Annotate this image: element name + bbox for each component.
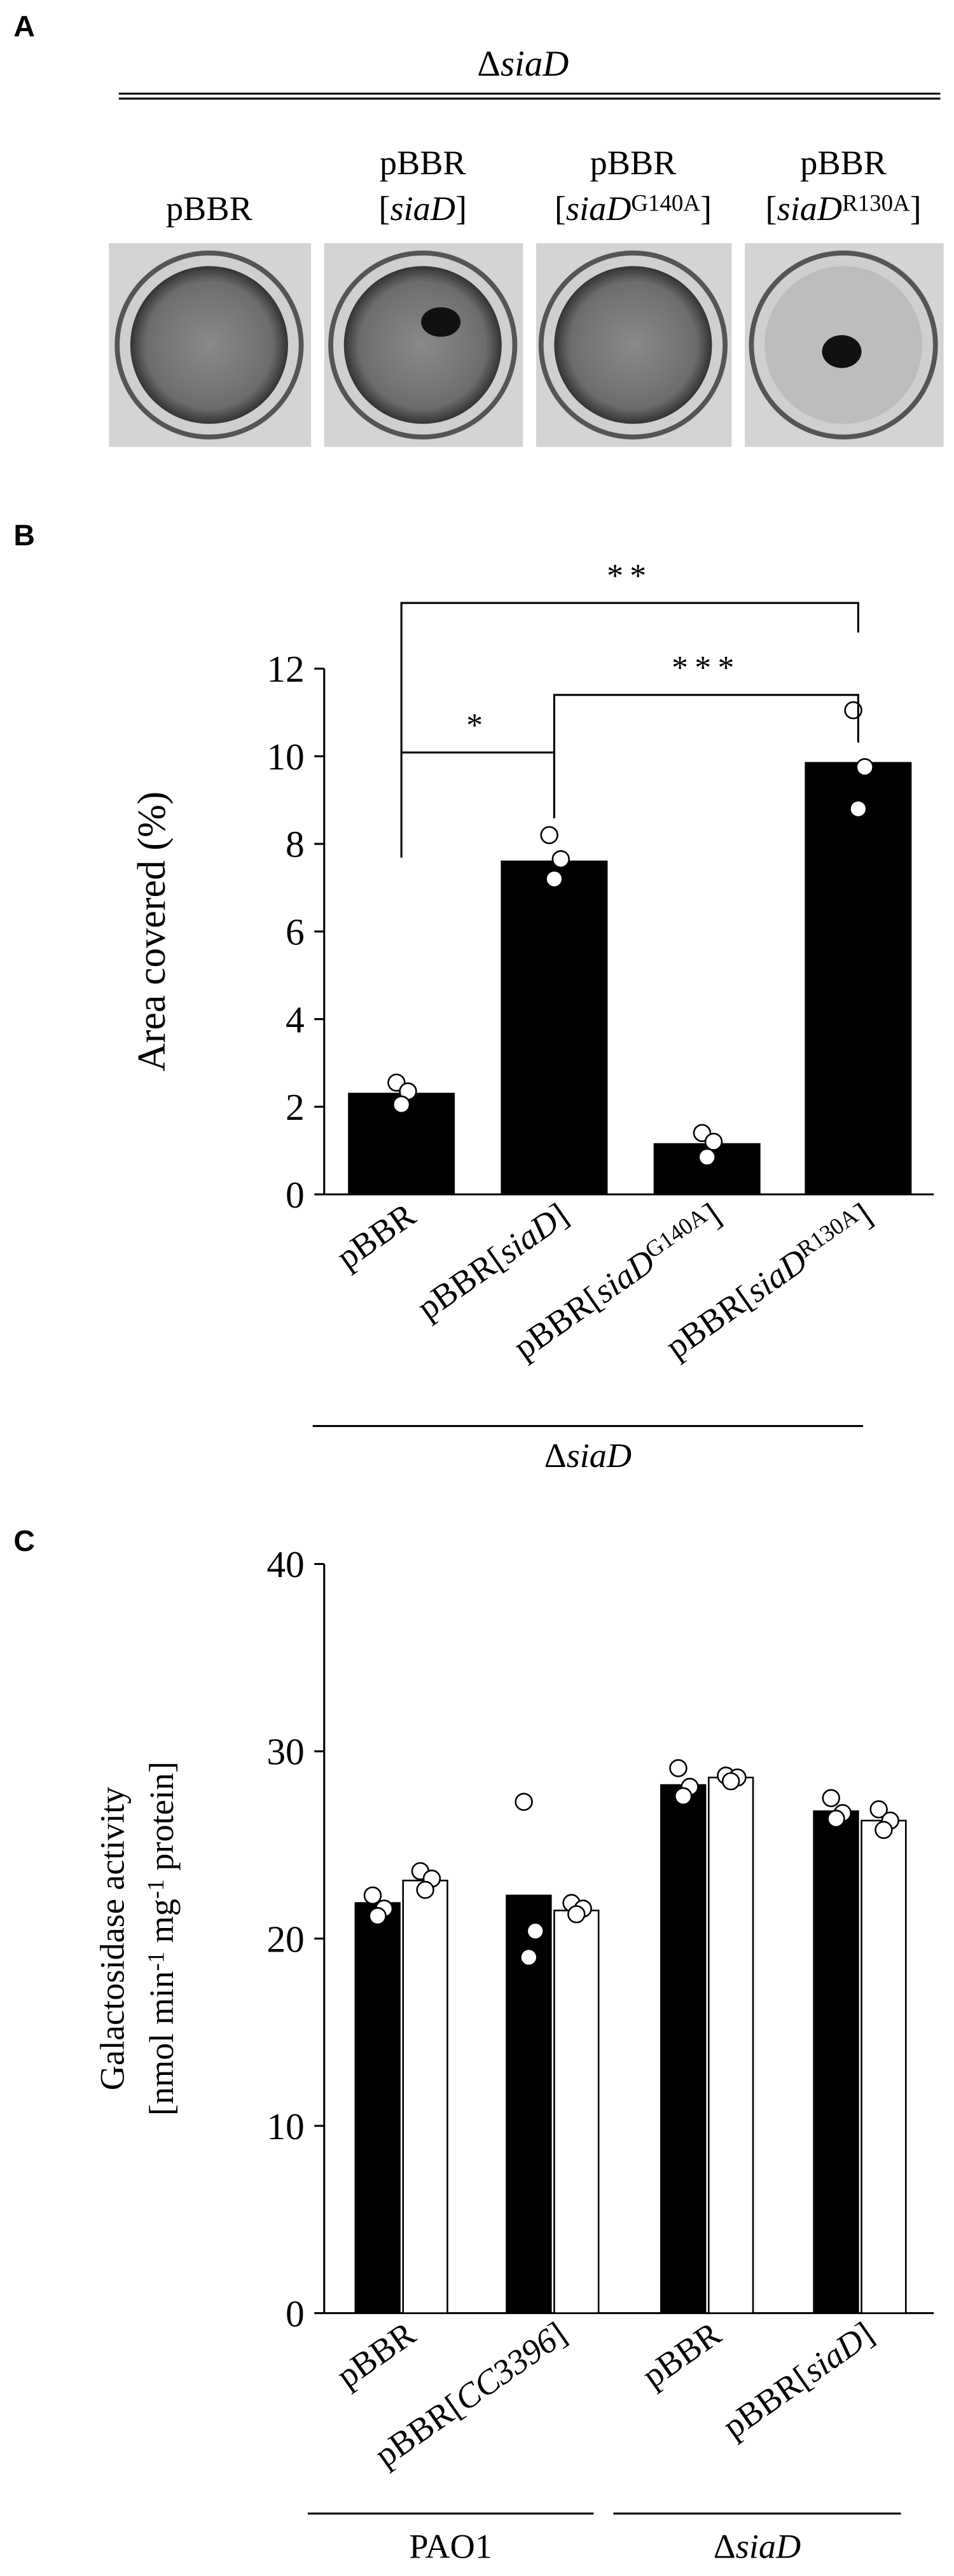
group-label: ΔsiaD [714,2528,801,2566]
well-label: pBBR [380,144,466,182]
well [343,266,502,424]
bar [501,860,608,1195]
data-point [392,1095,411,1114]
bar [813,1810,859,2314]
well-images [109,243,944,447]
bar [660,1784,707,2314]
significance-label: ** [607,558,653,594]
significance-label: *** [672,650,741,686]
panel-label: C [13,1524,35,1557]
data-point [551,850,570,869]
well [130,266,288,424]
significance-bracket [400,751,555,858]
panel-label: A [13,10,35,43]
data-point [822,1789,840,1807]
significance-label: * [466,707,489,743]
y-tick-label: 4 [286,998,305,1040]
data-point [363,1886,382,1905]
x-tick-label: pBBR [329,2314,422,2395]
y-tick-label: 40 [266,1543,304,1585]
bar [805,762,912,1195]
biofilm [421,307,461,337]
y-axis-label: Area covered (%) [130,792,174,1072]
y-tick-label: 8 [286,823,305,865]
well [554,266,712,424]
group-label: ΔsiaD [544,1436,632,1475]
panel-label: B [13,519,35,552]
y-tick-label: 10 [266,2105,304,2147]
data-point [674,1787,693,1805]
bar [354,1902,401,2314]
data-point [827,1809,845,1828]
y-tick-label: 0 [286,1174,305,1216]
significance-bracket [400,602,859,753]
y-tick-label: 12 [266,648,304,690]
data-point [704,1133,723,1151]
bar [402,1879,448,2314]
y-tick-label: 6 [286,911,305,953]
bar [553,1910,600,2314]
significance-bracket [553,694,859,818]
bar [707,1777,754,2314]
data-point [416,1880,434,1899]
x-tick-label: pBBR [635,2314,728,2395]
y-tick-label: 0 [286,2292,305,2334]
data-point [849,799,868,818]
data-point [721,1772,740,1791]
y-axis-label: [nmol min-1 mg-1 protein] [142,1761,181,2116]
x-tick-label: pBBR [329,1195,422,1276]
data-point [567,1905,586,1924]
y-tick-label: 20 [266,1918,304,1960]
data-point [698,1148,716,1166]
well-label: pBBR [800,144,887,182]
x-tick-label: pBBR[siaD] [716,2315,881,2446]
well-label: [siaDR130A] [766,189,922,228]
y-tick-label: 30 [266,1731,304,1773]
well-label: pBBR [590,144,677,182]
data-point [669,1759,688,1777]
well-label: pBBR [166,189,252,228]
y-axis-label: Galactosidase activity [93,1787,132,2091]
data-point [368,1907,387,1925]
data-point [869,1800,888,1819]
data-point [855,758,874,776]
chart: C 0 10 20 30 40 Galactosidase activity [nmol mi… [13,1524,934,2566]
y-tick-label: 10 [266,736,304,778]
biofilm [822,335,862,368]
data-point [526,1922,544,1941]
y-tick-label: 2 [286,1086,305,1128]
group-label: PAO1 [409,2528,492,2566]
data-point [540,826,558,844]
bar [861,1819,907,2314]
well-label: [siaDG140A] [555,189,712,228]
data-point [515,1793,533,1811]
data-point [874,1821,893,1839]
group-label: ΔsiaD [477,44,569,84]
data-point [520,1948,538,1967]
well-label: [siaD] [378,189,467,228]
data-point [545,869,563,888]
